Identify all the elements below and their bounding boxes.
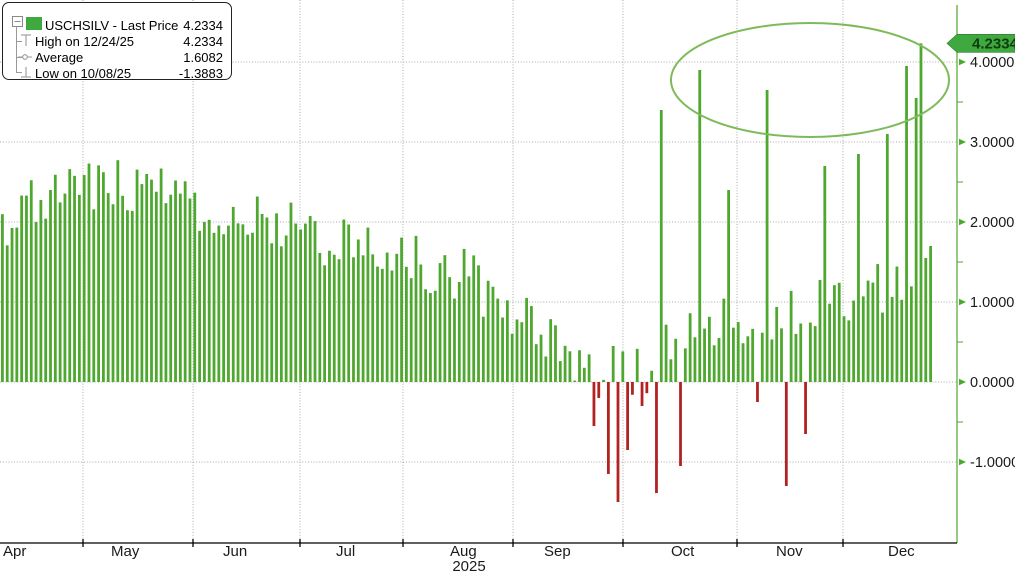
svg-text:Jul: Jul xyxy=(336,543,355,560)
svg-text:Nov: Nov xyxy=(776,543,803,560)
svg-text:2.0000: 2.0000 xyxy=(970,215,1014,231)
svg-text:-1.0000: -1.0000 xyxy=(970,455,1015,471)
svg-text:1.0000: 1.0000 xyxy=(970,295,1014,311)
svg-text:0.0000: 0.0000 xyxy=(970,375,1014,391)
svg-text:May: May xyxy=(111,543,140,560)
svg-text:2025: 2025 xyxy=(452,558,485,575)
svg-text:3.0000: 3.0000 xyxy=(970,135,1014,151)
svg-text:Sep: Sep xyxy=(544,543,571,560)
svg-text:4.0000: 4.0000 xyxy=(970,55,1014,71)
svg-text:4.2334: 4.2334 xyxy=(972,35,1015,52)
svg-text:Dec: Dec xyxy=(888,543,915,560)
svg-text:Apr: Apr xyxy=(3,543,26,560)
svg-text:Jun: Jun xyxy=(223,543,247,560)
svg-text:Oct: Oct xyxy=(671,543,695,560)
